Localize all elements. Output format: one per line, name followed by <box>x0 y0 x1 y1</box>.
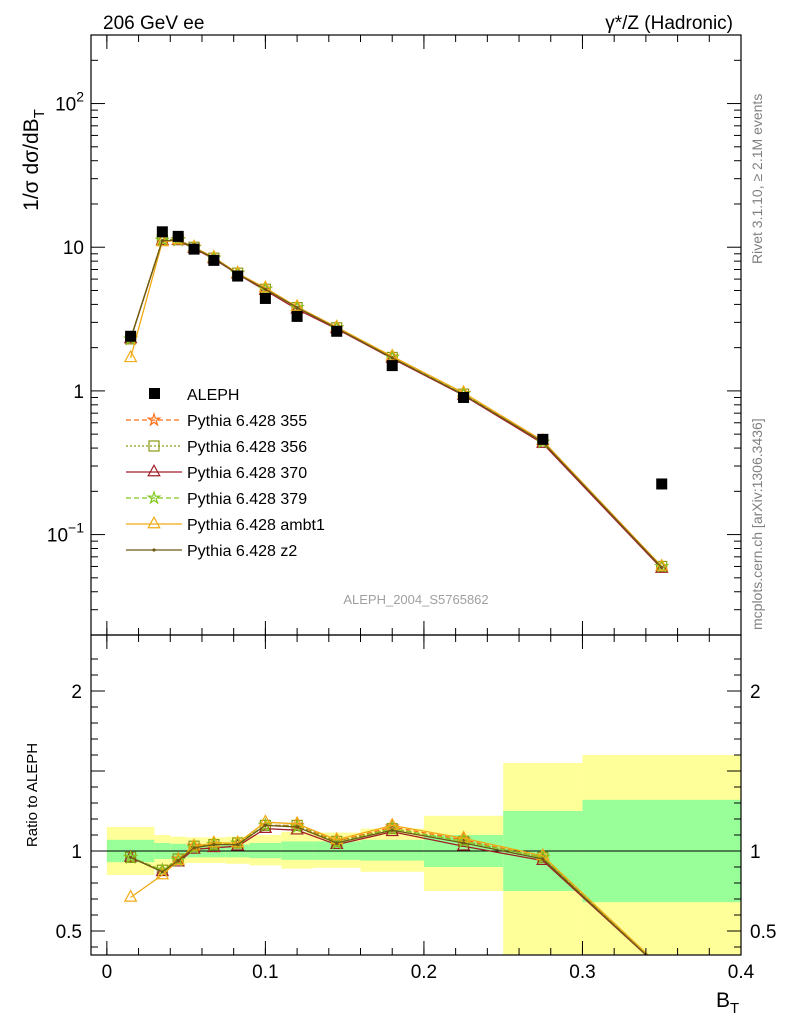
marker-triangle <box>187 838 201 851</box>
header-right: γ*/Z (Hadronic) <box>605 13 733 34</box>
aleph-point <box>208 254 220 266</box>
marker-square <box>148 440 160 452</box>
aleph-point <box>458 391 470 403</box>
legend-label: Pythia 6.428 356 <box>187 439 307 456</box>
aleph-data-points <box>125 226 668 490</box>
ratio-y-tick-label-right: 0.5 <box>750 922 776 943</box>
marker-dot <box>390 828 394 832</box>
marker-triangle <box>147 516 161 529</box>
main-y-axis-label: 1/σ dσ/dBT <box>20 109 48 211</box>
header-left: 206 GeV ee <box>103 13 204 34</box>
x-tick-label: 0.3 <box>569 962 595 983</box>
x-tick-label: 0.1 <box>252 962 278 983</box>
y-tick-exponent: 2 <box>76 89 84 105</box>
ratio-y-tick-label-right: 2 <box>750 682 761 703</box>
marker-dot <box>129 855 133 860</box>
legend-label: Pythia 6.428 379 <box>187 491 307 508</box>
marker-dot <box>212 843 216 847</box>
ratio-line <box>130 824 649 955</box>
mcplots-label: mcplots.cern.ch [arXiv:1306.3436] <box>749 418 765 630</box>
legend: ALEPH Pythia 6.428 355 Pythia 6.428 356 Pyt… <box>126 387 325 560</box>
marker-dot <box>390 356 394 360</box>
aleph-point <box>537 433 549 445</box>
ratio-y-tick-label: 2 <box>71 682 82 703</box>
marker-triangle <box>207 835 221 848</box>
marker-dot <box>263 823 267 828</box>
ratio-series <box>122 814 650 955</box>
y-axis-title: 1/σ dσ/dBT <box>20 109 48 211</box>
y-axis-title-subscript: T <box>31 109 48 118</box>
ratio-y-tick-label-right: 1 <box>750 842 761 863</box>
y-tick-label: 10−1 <box>47 520 84 547</box>
aleph-point <box>331 325 343 337</box>
ratio-panel: 0.5 0.5 1 1 2 2 0 0.1 0.2 0.3 0.4 Ratio to ALEPH B… <box>24 634 776 1017</box>
main-y-ticks: 10−1 1 10 102 <box>47 34 742 636</box>
marker-dot <box>541 857 545 861</box>
main-panel: 10−1 1 10 102 1/σ dσ/dBT ALEPH_2004_S576586… <box>20 34 742 636</box>
aleph-point <box>386 360 398 372</box>
ratio-ticks: 0.5 0.5 1 1 2 2 0 0.1 0.2 0.3 0.4 <box>56 635 776 983</box>
y-tick-exponent: −1 <box>68 520 84 536</box>
marker-dot <box>176 859 180 863</box>
marker-triangle <box>123 349 138 363</box>
ratio-uncertainty-bands <box>106 755 741 955</box>
marker-dot <box>192 846 196 850</box>
ratio-series-pythia-6-428-z2 <box>129 823 648 955</box>
marker-triangle <box>155 867 170 880</box>
marker-dot <box>295 825 299 829</box>
aleph-point <box>291 310 303 322</box>
aleph-point <box>188 243 200 255</box>
marker-triangle <box>147 464 161 477</box>
marker-triangle <box>123 889 138 902</box>
ratio-y-axis-label: Ratio to ALEPH <box>24 743 41 847</box>
marker-dot <box>160 870 164 874</box>
x-tick-label: 0 <box>102 962 113 983</box>
aleph-point <box>156 226 168 238</box>
analysis-label: ALEPH_2004_S5765862 <box>343 592 488 607</box>
legend-aleph-marker <box>149 388 160 399</box>
ratio-y-tick-label: 1 <box>71 842 82 863</box>
band-inner <box>360 839 424 861</box>
legend-label: Pythia 6.428 ambt1 <box>187 517 325 534</box>
aleph-point <box>259 292 271 304</box>
aleph-point <box>232 270 244 282</box>
marker-dot <box>295 306 299 310</box>
x-tick-label: 0.2 <box>411 962 437 983</box>
aleph-point <box>125 330 137 342</box>
rivet-label: Rivet 3.1.10, ≥ 2.1M events <box>749 94 765 264</box>
y-tick-label: 102 <box>55 89 84 116</box>
legend-label: Pythia 6.428 355 <box>187 413 307 430</box>
marker-star <box>170 852 186 868</box>
x-axis-label: BT <box>716 989 739 1017</box>
legend-label: Pythia 6.428 z2 <box>187 543 297 560</box>
legend-label: Pythia 6.428 370 <box>187 465 307 482</box>
aleph-point <box>656 478 668 490</box>
marker-triangle <box>258 280 273 293</box>
marker-dot <box>160 239 164 243</box>
marker-triangle <box>230 835 245 848</box>
x-axis-title: BT <box>716 989 739 1017</box>
aleph-point <box>172 230 184 242</box>
marker-star <box>146 411 162 427</box>
ratio-frame <box>90 634 742 956</box>
marker-dot <box>335 841 339 845</box>
legend-label-aleph: ALEPH <box>187 387 239 404</box>
marker-dot <box>263 287 267 291</box>
marker-dot <box>660 565 664 570</box>
ratio-y-tick-label: 0.5 <box>56 922 82 943</box>
marker-dot <box>461 841 466 845</box>
marker-dot <box>236 843 240 847</box>
marker-triangle <box>385 348 399 361</box>
x-tick-label: 0.4 <box>728 962 755 983</box>
x-axis-title-subscript: T <box>730 1000 739 1017</box>
y-tick-label: 10 <box>63 238 84 259</box>
marker-star <box>122 849 139 864</box>
y-tick-label: 1 <box>73 382 84 403</box>
marker-dot <box>152 548 156 552</box>
marker-star <box>146 489 162 505</box>
